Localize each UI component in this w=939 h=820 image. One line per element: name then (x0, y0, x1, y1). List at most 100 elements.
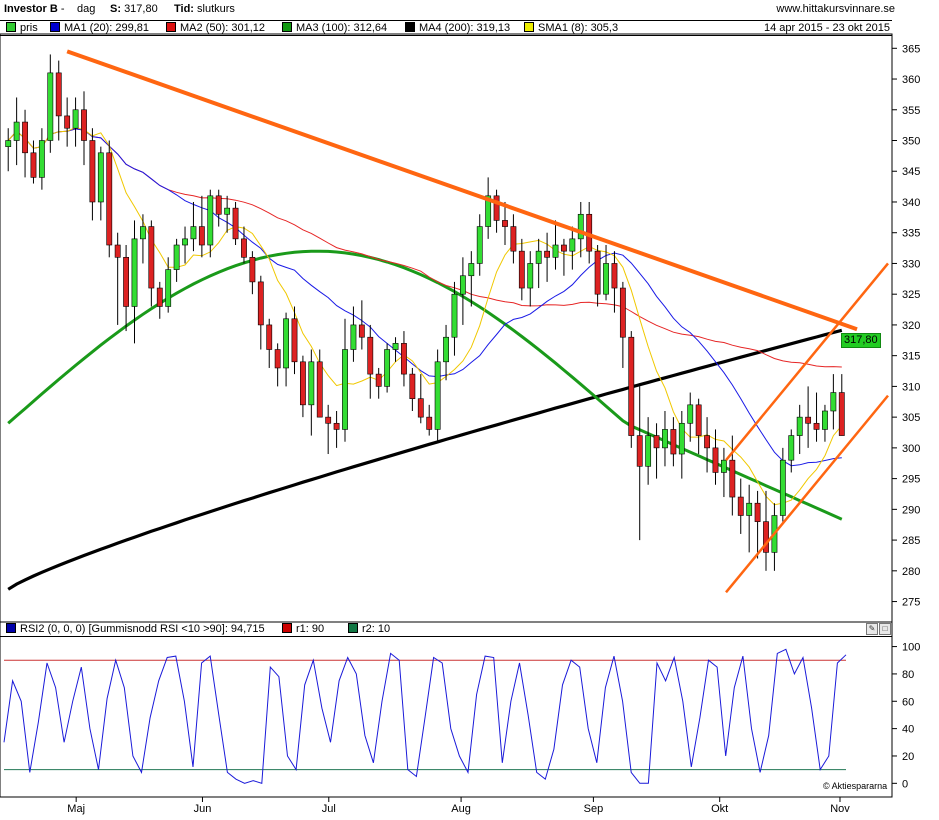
candle-body (695, 404, 702, 436)
legend-swatch (282, 623, 292, 633)
wrench-icon[interactable]: ✎ (866, 623, 878, 635)
candle-body (535, 250, 542, 264)
time-tick-label: Sep (584, 803, 604, 815)
legend-item-sma1: SMA1 (8): 305,3 (524, 21, 618, 35)
legend-swatch (524, 22, 534, 32)
candle-body (342, 349, 348, 430)
candle-body (712, 447, 719, 473)
copyright: © Aktiespararna (823, 781, 888, 791)
candle-body (367, 336, 374, 375)
candle-body (316, 361, 323, 418)
candle-body (81, 109, 87, 141)
rsi-tick-label: 100 (902, 642, 920, 654)
candle-body (636, 435, 643, 467)
rsi-tick-label: 60 (902, 696, 914, 708)
candle-body (241, 238, 247, 258)
legend-swatch (6, 22, 16, 32)
legend-swatch (282, 22, 292, 32)
expand-icon[interactable]: □ (879, 623, 891, 635)
last-price: S: 317,80 (110, 3, 158, 15)
candle-body (544, 250, 551, 258)
candle-body (266, 324, 273, 350)
candle-body (30, 152, 37, 178)
candle-body (249, 257, 256, 283)
candle-body (645, 435, 652, 467)
price-tick-label: 355 (902, 105, 920, 117)
candle-body (13, 121, 20, 141)
candle-body (729, 459, 736, 498)
r2-legend-item: r2: 10 (348, 622, 390, 636)
candle-body (106, 152, 113, 246)
price-tick-label: 290 (902, 504, 920, 516)
r1-legend-item: r1: 90 (282, 622, 324, 636)
moving-averages (7, 126, 843, 591)
candle-body (47, 72, 54, 141)
candle-body (678, 422, 685, 455)
candle-body (788, 435, 795, 461)
time-tick-label: Nov (830, 803, 850, 815)
candle-body (704, 435, 710, 449)
price-tick-label: 360 (902, 74, 920, 86)
candle-body (476, 226, 483, 264)
rsi-legend-item: RSI2 (0, 0, 0) [Gummisnodd RSI <10 >90]:… (6, 622, 265, 636)
candle-body (274, 349, 281, 369)
candle-body (215, 195, 222, 215)
stock-title: Investor B - (4, 3, 65, 15)
candle-body (333, 422, 340, 430)
site-link[interactable]: www.hittakursvinnare.se (776, 3, 895, 15)
legend-item-ma2: MA2 (50): 301,12 (166, 21, 265, 35)
candle-body (325, 416, 332, 424)
candle-body (131, 238, 138, 307)
rsi-tick-label: 80 (902, 669, 914, 681)
price-tick-label: 285 (902, 535, 920, 547)
candle-body (64, 115, 71, 129)
candle-body (443, 336, 449, 363)
candle-body (55, 72, 62, 117)
legend-label: RSI2 (0, 0, 0) [Gummisnodd RSI <10 >90]:… (20, 623, 265, 635)
candle-body (148, 226, 155, 289)
time-axis: Maj Jun Jul Aug Sep Okt Nov (67, 797, 850, 815)
resistance-trendline (66, 49, 858, 332)
time-tick-label: Aug (451, 803, 471, 815)
candle-body (291, 318, 298, 363)
ma1-line (7, 128, 842, 467)
legend-swatch (405, 22, 415, 32)
ma4-line (7, 328, 843, 591)
candle-body (308, 361, 315, 406)
rsi-legend: RSI2 (0, 0, 0) [Gummisnodd RSI <10 >90]:… (0, 622, 892, 637)
candle-body (434, 361, 441, 430)
candle-body (426, 416, 433, 430)
candle-body (358, 324, 365, 338)
price-tick-label: 340 (902, 197, 920, 209)
candle-body (89, 140, 96, 203)
time-tick-label: Maj (67, 803, 85, 815)
candle-body (502, 220, 508, 227)
candle-body (207, 195, 214, 246)
time-tick-label: Jun (194, 803, 212, 815)
legend-swatch (6, 623, 16, 633)
candle-body (38, 140, 45, 178)
candle-body (97, 152, 104, 203)
legend-label: MA1 (20): 299,81 (64, 22, 149, 34)
price-tick-label: 275 (902, 597, 920, 609)
price-tick-label: 280 (902, 566, 920, 578)
candle-body (670, 429, 677, 455)
candle-body (552, 244, 559, 258)
price-axis: 275 280 285 290 295 300 305 310 315 320 325 330 335 3… (892, 43, 920, 609)
candle-body (114, 244, 121, 258)
price-tick-label: 295 (902, 474, 920, 486)
rsi-panel (0, 621, 893, 798)
candle-body (493, 195, 500, 221)
legend-label: r2: 10 (362, 623, 391, 635)
candle-body (384, 349, 391, 387)
legend-swatch (166, 22, 176, 32)
legend-label: pris (20, 22, 38, 34)
candle-body (603, 263, 609, 295)
candle-body (805, 416, 812, 424)
legend-label: r1: 90 (296, 623, 325, 635)
candle-body (417, 398, 424, 418)
candle-body (72, 109, 79, 129)
candle-body (5, 140, 12, 147)
price-tick-label: 365 (902, 43, 920, 55)
